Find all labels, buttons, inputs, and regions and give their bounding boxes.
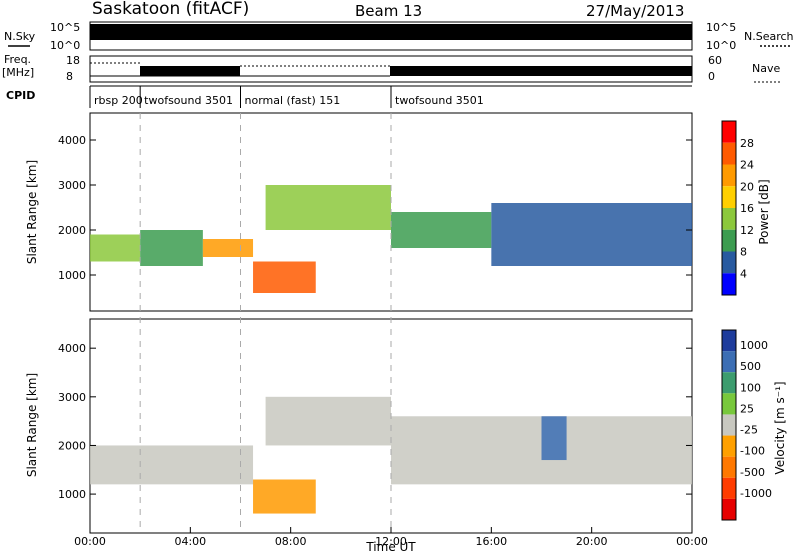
y-tick-label: 3000 bbox=[58, 179, 86, 192]
power-colorbar-tick: 16 bbox=[740, 202, 754, 215]
freq-tick-low: 8 bbox=[66, 70, 73, 83]
nsearch-tick-low: 10^0 bbox=[706, 39, 736, 52]
power-colorbar-swatch bbox=[722, 121, 736, 143]
power-colorbar-tick: 24 bbox=[740, 159, 754, 172]
power-colorbar-swatch bbox=[722, 208, 736, 230]
velocity-region bbox=[265, 396, 391, 446]
velocity-region bbox=[253, 479, 316, 514]
power-region bbox=[265, 185, 391, 230]
nsearch-tick-high: 10^5 bbox=[706, 21, 736, 34]
velocity-colorbar-swatch bbox=[722, 435, 736, 457]
x-tick-label: 08:00 bbox=[275, 535, 307, 548]
freq-label: Freq. bbox=[4, 53, 31, 66]
x-tick-label: 20:00 bbox=[576, 535, 608, 548]
velocity-y-axis-label: Slant Range [km] bbox=[25, 373, 39, 477]
power-colorbar-swatch bbox=[722, 273, 736, 295]
y-tick-label: 3000 bbox=[58, 391, 86, 404]
freq-trace-b bbox=[390, 66, 692, 76]
velocity-colorbar-tick: 500 bbox=[740, 360, 761, 373]
power-colorbar-tick: 20 bbox=[740, 180, 754, 193]
power-colorbar-swatch bbox=[722, 186, 736, 208]
y-tick-label: 1000 bbox=[58, 488, 86, 501]
y-tick-label: 2000 bbox=[58, 224, 86, 237]
power-colorbar-swatch bbox=[722, 142, 736, 165]
velocity-colorbar-swatch bbox=[722, 414, 736, 436]
power-colorbar-swatch bbox=[722, 164, 736, 187]
cpid-label: CPID bbox=[6, 89, 35, 102]
nave-label: Nave bbox=[752, 62, 780, 75]
velocity-colorbar-tick: -25 bbox=[740, 424, 758, 437]
power-region bbox=[140, 230, 203, 266]
velocity-colorbar-swatch bbox=[722, 372, 736, 394]
nsearch-label: N.Search bbox=[744, 30, 794, 43]
x-tick-label: 00:00 bbox=[74, 535, 106, 548]
nsky-tick-high: 10^5 bbox=[50, 21, 80, 34]
power-colorbar-swatch bbox=[722, 229, 736, 252]
power-colorbar-tick: 12 bbox=[740, 224, 754, 237]
nave-tick-high: 60 bbox=[708, 54, 722, 67]
power-colorbar: 28 24 20 16 12 8 4 Power [dB] bbox=[721, 120, 771, 296]
nsky-label: N.Sky bbox=[4, 30, 36, 43]
velocity-colorbar-tick: -1000 bbox=[740, 487, 772, 500]
velocity-region bbox=[541, 416, 567, 461]
power-colorbar-swatch bbox=[722, 251, 736, 274]
power-colorbar-frame bbox=[721, 120, 737, 296]
velocity-colorbar-tick: 25 bbox=[740, 402, 754, 415]
velocity-colorbar-swatch bbox=[722, 393, 736, 415]
power-region bbox=[253, 261, 316, 293]
freq-trace-a bbox=[140, 66, 240, 76]
power-colorbar-tick: 28 bbox=[740, 137, 754, 150]
beam-label: Beam 13 bbox=[355, 2, 422, 20]
x-tick-label: 16:00 bbox=[475, 535, 507, 548]
power-region bbox=[90, 234, 141, 262]
velocity-colorbar-tick: 100 bbox=[740, 381, 761, 394]
power-region bbox=[391, 212, 492, 248]
cpid-segment-label: rbsp 200 bbox=[94, 94, 143, 107]
velocity-colorbar-frame bbox=[721, 329, 737, 521]
y-tick-label: 1000 bbox=[58, 269, 86, 282]
date-label: 27/May/2013 bbox=[586, 2, 684, 20]
nsky-tick-low: 10^0 bbox=[50, 39, 80, 52]
velocity-colorbar-swatch bbox=[722, 498, 736, 520]
x-tick-label: 12:00 bbox=[375, 535, 407, 548]
power-colorbar-title: Power [dB] bbox=[757, 179, 771, 244]
velocity-colorbar-swatch bbox=[722, 330, 736, 352]
velocity-region bbox=[90, 445, 254, 485]
x-tick-label: 04:00 bbox=[174, 535, 206, 548]
velocity-colorbar-tick: -500 bbox=[740, 466, 765, 479]
velocity-colorbar-tick: -100 bbox=[740, 445, 765, 458]
velocity-panel: 1000 2000 3000 4000 00:00 04:00 08:00 12:00 16:… bbox=[25, 318, 708, 554]
velocity-colorbar-swatch bbox=[722, 456, 736, 478]
velocity-colorbar-swatch bbox=[722, 477, 736, 499]
freq-nave-panel: Freq. [MHz] 18 8 60 0 Nave bbox=[2, 53, 780, 83]
y-tick-label: 2000 bbox=[58, 439, 86, 452]
velocity-colorbar-swatch bbox=[722, 351, 736, 373]
noise-panel: N.Sky 10^5 10^0 10^5 10^0 N.Search bbox=[4, 21, 794, 52]
power-colorbar-tick: 4 bbox=[740, 267, 747, 280]
velocity-colorbar-title: Velocity [m s⁻¹] bbox=[773, 381, 787, 474]
freq-unit: [MHz] bbox=[2, 66, 34, 79]
power-colorbar-tick: 8 bbox=[740, 246, 747, 259]
y-tick-label: 4000 bbox=[58, 134, 86, 147]
cpid-segment-label: twofsound 3501 bbox=[144, 94, 233, 107]
y-tick-label: 4000 bbox=[58, 342, 86, 355]
station-title: Saskatoon (fitACF) bbox=[92, 0, 249, 19]
cpid-segment-label: normal (fast) 151 bbox=[245, 94, 341, 107]
power-y-axis-label: Slant Range [km] bbox=[25, 160, 39, 264]
power-region bbox=[491, 203, 692, 266]
power-panel: 1000 2000 3000 4000 Slant Range [km] bbox=[25, 112, 693, 312]
cpid-segment-label: twofsound 3501 bbox=[395, 94, 484, 107]
nave-tick-low: 0 bbox=[708, 70, 715, 83]
velocity-colorbar-tick: 1000 bbox=[740, 339, 768, 352]
velocity-colorbar: 1000 500 100 25 -25 -100 -500 -1000 Velocity [m… bbox=[721, 329, 787, 521]
x-axis-label: Time UT bbox=[365, 540, 416, 554]
x-tick-label: 00:00 bbox=[676, 535, 708, 548]
power-region bbox=[202, 239, 254, 257]
freq-tick-high: 18 bbox=[66, 54, 80, 67]
nsky-trace bbox=[90, 24, 692, 40]
cpid-row: CPID rbsp 200 twofsound 3501 normal (fast)… bbox=[6, 85, 692, 108]
